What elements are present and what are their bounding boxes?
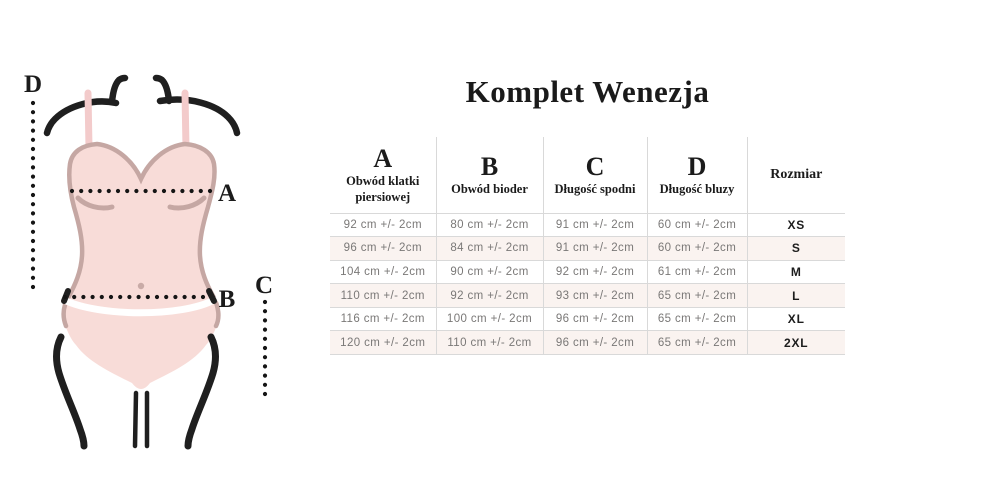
measurement-cell: 60 cm +/- 2cm — [646, 236, 747, 261]
arms-illustration — [43, 74, 241, 137]
cup-arcs — [75, 195, 207, 211]
header-cell-d: D Długość bluzy — [646, 137, 747, 214]
measurement-cell: 100 cm +/- 2cm — [435, 307, 543, 332]
size-cell: M — [746, 260, 845, 285]
measurement-diagram: D A B C — [24, 71, 273, 450]
measurement-cell: 92 cm +/- 2cm — [435, 283, 543, 308]
straps-illustration — [84, 89, 190, 152]
header-label-a: Obwód klatki piersiowej — [346, 173, 420, 204]
size-cell: 2XL — [746, 330, 845, 356]
header-label-b: Obwód bioder — [451, 181, 528, 196]
measurement-cell: 110 cm +/- 2cm — [330, 283, 436, 308]
header-label-d: Długość bluzy — [659, 181, 735, 196]
header-cell-size: Rozmiar — [746, 137, 845, 214]
header-label-c: Długość spodni — [554, 181, 636, 196]
marker-label-c: C — [255, 272, 273, 299]
table-row: 96 cm +/- 2cm 84 cm +/- 2cm 91 cm +/- 2c… — [330, 236, 845, 261]
table-row: 120 cm +/- 2cm 110 cm +/- 2cm 96 cm +/- … — [330, 330, 845, 356]
size-table: A Obwód klatki piersiowej B Obwód bioder… — [330, 137, 845, 356]
measurement-cell: 92 cm +/- 2cm — [330, 213, 436, 238]
measurement-cell: 60 cm +/- 2cm — [646, 213, 747, 238]
size-cell: S — [746, 236, 845, 261]
size-cell: XS — [746, 213, 845, 238]
measurement-cell: 96 cm +/- 2cm — [542, 330, 647, 356]
header-letter-c: C — [585, 151, 605, 181]
table-row: 92 cm +/- 2cm 80 cm +/- 2cm 91 cm +/- 2c… — [330, 213, 845, 238]
header-cell-c: C Długość spodni — [542, 137, 647, 214]
measurement-cell: 96 cm +/- 2cm — [330, 236, 436, 261]
measurement-cell: 104 cm +/- 2cm — [330, 260, 436, 285]
measurement-cell: 84 cm +/- 2cm — [435, 236, 543, 261]
measurement-cell: 80 cm +/- 2cm — [435, 213, 543, 238]
measurement-cell: 120 cm +/- 2cm — [330, 330, 436, 356]
marker-label-b: B — [219, 286, 236, 313]
measurement-cell: 65 cm +/- 2cm — [646, 330, 747, 356]
measurement-cell: 65 cm +/- 2cm — [646, 283, 747, 308]
legs-illustration — [53, 333, 219, 450]
size-cell: XL — [746, 307, 845, 332]
measurement-cell: 65 cm +/- 2cm — [646, 307, 747, 332]
panty-band — [60, 296, 218, 317]
navel-dot — [137, 282, 145, 290]
measurement-cell: 91 cm +/- 2cm — [542, 213, 647, 238]
measurement-cell: 93 cm +/- 2cm — [542, 283, 647, 308]
header-label-size: Rozmiar — [770, 166, 823, 182]
size-cell: L — [746, 283, 845, 308]
table-row: 110 cm +/- 2cm 92 cm +/- 2cm 93 cm +/- 2… — [330, 283, 845, 308]
dotted-measurement-lines — [30, 100, 268, 399]
measurement-cell: 91 cm +/- 2cm — [542, 236, 647, 261]
measurement-cell: 92 cm +/- 2cm — [542, 260, 647, 285]
header-cell-b: B Obwód bioder — [435, 137, 543, 214]
measurement-cell: 116 cm +/- 2cm — [330, 307, 436, 332]
measurement-cell: 90 cm +/- 2cm — [435, 260, 543, 285]
header-letter-a: A — [373, 143, 393, 173]
table-row: 116 cm +/- 2cm 100 cm +/- 2cm 96 cm +/- … — [330, 307, 845, 332]
header-letter-b: B — [480, 151, 499, 181]
table-header-row: A Obwód klatki piersiowej B Obwód bioder… — [330, 137, 845, 214]
page-title: Komplet Wenezja — [465, 74, 710, 109]
table-row: 104 cm +/- 2cm 90 cm +/- 2cm 92 cm +/- 2… — [330, 260, 845, 285]
camisole-outline — [61, 141, 221, 329]
measurement-cell: 61 cm +/- 2cm — [646, 260, 747, 285]
marker-label-d: D — [24, 71, 42, 98]
measurement-cell: 110 cm +/- 2cm — [435, 330, 543, 356]
measurement-cell: 96 cm +/- 2cm — [542, 307, 647, 332]
body-illustration — [63, 144, 219, 389]
marker-label-a: A — [218, 180, 236, 207]
inner-leg-lines — [132, 390, 150, 449]
header-cell-a: A Obwód klatki piersiowej — [330, 137, 436, 214]
header-letter-d: D — [687, 151, 707, 181]
